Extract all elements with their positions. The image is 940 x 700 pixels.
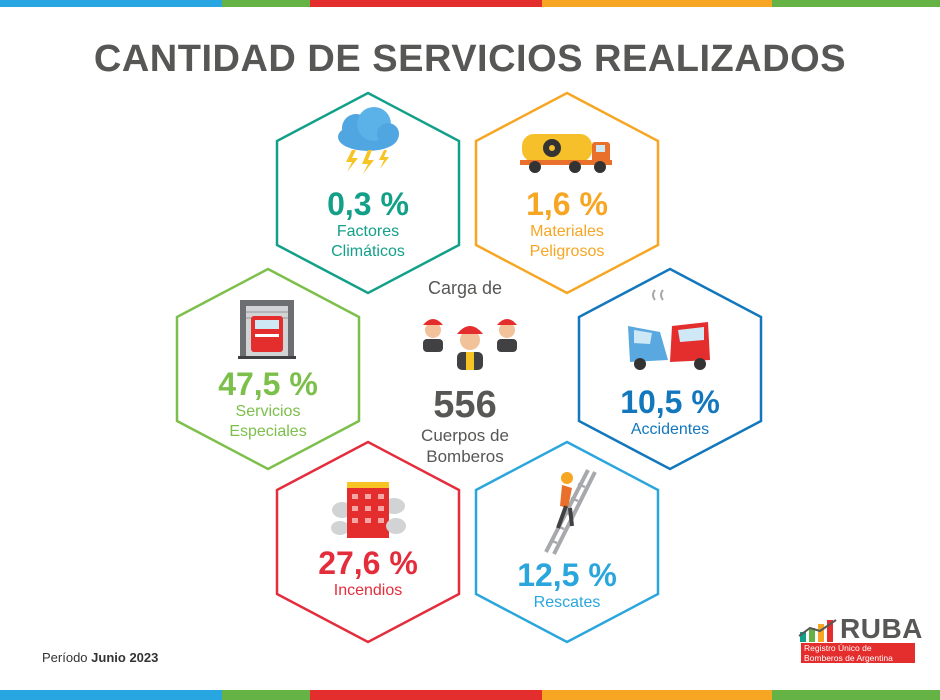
period-value: Junio 2023 [91,650,159,665]
page-title: CANTIDAD DE SERVICIOS REALIZADOS [93,38,847,80]
center-count: 556 [433,384,497,426]
stripe-segment [772,690,940,700]
stripe-segment [772,0,940,7]
stripe-segment [310,0,542,7]
stripe-segment [222,690,310,700]
pct-rescates: 12,5 % [517,557,617,593]
center-post-label-2: Bomberos [426,447,504,466]
pct-climaticos: 0,3 % [327,186,409,222]
label-climaticos-1: Factores [336,223,400,240]
hex-especiales [175,267,361,471]
hex-incendios [275,440,461,644]
pct-peligrosos: 1,6 % [526,186,608,222]
hex-peligrosos-text: 1,6 % Materiales Peligrosos [477,186,657,262]
firefighters-icon [423,319,517,370]
pct-accidentes: 10,5 % [620,384,720,420]
hazmat-truck-icon [520,134,612,173]
logo-line-2: Bomberos de Argentina [804,653,893,663]
logo-name: RUBA [840,613,923,644]
ruba-logo-icon [798,619,837,642]
label-peligrosos-2: Peligrosos [529,243,605,260]
car-crash-icon [628,289,710,370]
ladder-rescue-icon [544,469,597,555]
stripe-segment [542,0,772,7]
stripe-segment [0,690,222,700]
pct-especiales: 47,5 % [218,366,318,402]
center-pre-label: Carga de [427,278,503,298]
hex-climaticos [275,91,461,295]
hex-especiales-text: 47,5 % Servicios Especiales [178,366,358,442]
burning-building-icon [331,482,406,538]
label-incendios: Incendios [333,582,403,599]
label-especiales-2: Especiales [229,423,307,440]
hex-accidentes [577,267,763,471]
logo-line-1: Registro Único de [804,643,872,653]
label-climaticos-2: Climáticos [331,243,405,260]
hex-climaticos-text: 0,3 % Factores Climáticos [278,186,458,262]
top-stripe [0,0,940,7]
stripe-segment [0,0,222,7]
label-peligrosos-1: Materiales [530,223,604,240]
stripe-segment [310,690,542,700]
fire-station-icon [238,300,296,359]
label-accidentes: Accidentes [630,421,710,438]
stripe-segment [542,690,772,700]
period: Período Junio 2023 [42,650,158,665]
period-label: Período [42,650,88,665]
stripe-segment [222,0,310,7]
hex-incendios-text: 27,6 % Incendios [278,545,458,601]
logo-subtitle: Registro Único de Bomberos de Argentina [801,643,915,663]
center-post-label: Cuerpos de Bomberos [380,425,550,467]
center-post-label-1: Cuerpos de [421,426,509,445]
bottom-stripe [0,690,940,700]
hex-rescates-text: 12,5 % Rescates [477,557,657,613]
hex-rescates [474,440,660,644]
label-especiales-1: Servicios [235,403,301,420]
pct-incendios: 27,6 % [318,545,418,581]
storm-cloud-icon [338,107,399,174]
hex-accidentes-text: 10,5 % Accidentes [580,384,760,440]
hex-peligrosos [474,91,660,295]
label-rescates: Rescates [533,594,601,611]
